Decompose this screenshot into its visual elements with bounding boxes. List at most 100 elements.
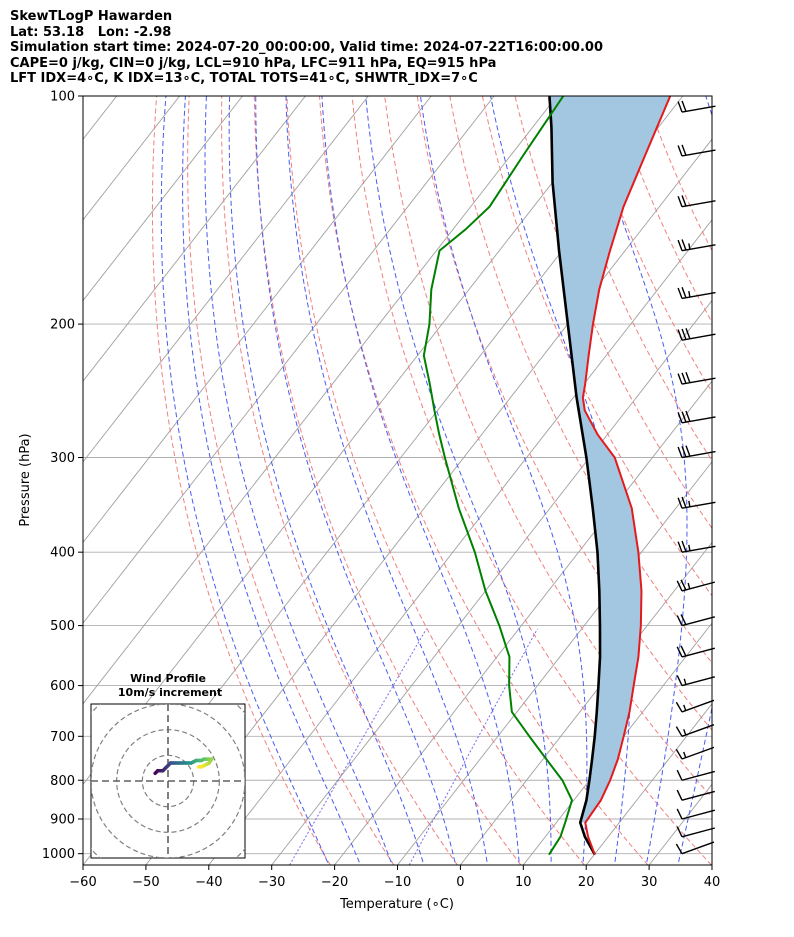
cape-indices: CAPE=0 j/kg, CIN=0 j/kg, LCL=910 hPa, LF… [10,55,497,71]
wind-barb-staff [681,105,716,113]
isotherm-line [83,96,432,544]
axis-ticks: −60 −50 −40 −30 −20 −10 0 10 20 30 40 100 200 300 400 5… [42,90,720,891]
wind-barb-staff [681,616,716,627]
wind-barb-staff [681,841,715,855]
wind-barb-half-flag [683,678,687,685]
x-tick-label: −40 [195,875,222,890]
wind-barb-half-flag [688,500,691,507]
wind-barb-half-flag [688,544,691,551]
wind-barb [677,144,716,157]
wind-barb-staff [681,581,716,592]
x-tick-label: 30 [641,875,658,890]
y-tick-label: 900 [50,813,75,828]
mixing-ratio-line [289,628,427,865]
wind-barbs [675,100,716,855]
dry-adiabat-line [286,96,585,865]
wind-barb-staff [681,746,715,760]
wind-barb-flag [675,749,683,760]
dry-adiabat-line [253,96,522,865]
cape-shading [549,96,671,823]
chart-header: SkewTLogP Hawarden Lat: 53.18 Lon: -2.98… [10,9,603,87]
wind-barb-flag [676,615,683,626]
isotherm-line [711,864,712,865]
moist-adiabat-line [419,96,588,865]
x-tick-label: −30 [258,875,285,890]
wind-barb-half-flag [683,704,687,711]
wind-barb-flag [680,614,687,625]
temperature-profile-line [581,96,672,856]
x-tick-label: −60 [69,875,96,890]
wind-barb-staff [681,790,716,801]
wind-barb-flag [675,701,683,713]
wind-barb-staff [681,676,716,687]
moist-adiabat-line [285,96,488,865]
wind-barb-flag [681,540,687,552]
y-tick-label: 300 [50,451,75,466]
wind-barb [677,540,716,553]
wind-barb [676,769,716,781]
y-tick-label: 1000 [42,847,75,862]
wind-barb-flag [681,100,687,112]
wind-barb-staff [681,377,716,385]
wind-barb-flag [677,287,683,299]
dry-adiabat-line [776,96,794,865]
wind-barb-half-flag [688,243,691,250]
wind-barb-flag [685,371,691,383]
dry-adiabat-line [151,96,331,865]
wind-barb-flag [677,446,683,458]
simulation-times: Simulation start time: 2024-07-20_00:00:… [10,40,603,56]
hodograph-inset [90,703,246,859]
wind-barb-flag [676,580,683,592]
isotherm-line [460,541,712,865]
hodograph-subtitle: 10m/s increment [118,686,222,699]
y-tick-label: 500 [50,619,75,634]
wind-barb-flag [675,726,683,737]
wind-barb-flag [681,239,687,251]
x-tick-label: 0 [456,875,464,890]
wind-barb [675,724,715,737]
y-tick-label: 600 [50,679,75,694]
wind-barb [677,410,716,424]
wind-barb-flag [677,373,683,385]
dry-adiabat-line [416,96,712,731]
hodograph-title: Wind Profile [130,672,206,685]
wind-barb-flag [675,843,683,855]
x-tick-label: −50 [132,875,159,890]
wind-barb-staff [681,724,715,737]
moist-adiabat-line [160,96,330,865]
wind-barb-flag [676,675,683,686]
wind-barb-flag [681,446,687,458]
moist-adiabat-line [228,96,425,865]
wind-barb [675,699,715,713]
dry-adiabat-line [319,96,649,865]
wind-barb [677,100,716,113]
wind-barb-flag [676,646,683,658]
dry-adiabat-line [481,96,712,597]
dry-adiabat-line [187,96,395,865]
wind-barb-half-flag [688,291,691,298]
wind-barb-staff [681,770,716,781]
isotherm-line [145,138,712,865]
parcel-profile-line [548,96,602,856]
wind-barb [675,841,715,855]
wind-barb-flag [677,145,683,157]
wind-barb-staff [681,647,716,658]
y-tick-label: 800 [50,774,75,789]
wind-barb-staff [681,450,716,459]
isotherm-line [397,461,712,865]
wind-barb-flag [685,328,691,339]
wind-barb-flag [676,826,683,838]
sounding-profiles [422,96,672,856]
wind-barb [676,826,716,838]
dry-adiabat-line [351,96,712,865]
y-tick-label: 700 [50,730,75,745]
wind-barb [677,195,716,208]
wind-barb-flag [677,541,683,553]
wind-barb [677,496,716,509]
stability-indices: LFT IDX=4∘C, K IDX=13∘C, TOTAL TOTS=41∘C… [10,71,478,87]
moist-adiabat-line [582,96,688,865]
moist-adiabat-line [255,96,457,865]
isotherm-line [585,702,712,865]
moist-adiabat-line [321,96,520,865]
